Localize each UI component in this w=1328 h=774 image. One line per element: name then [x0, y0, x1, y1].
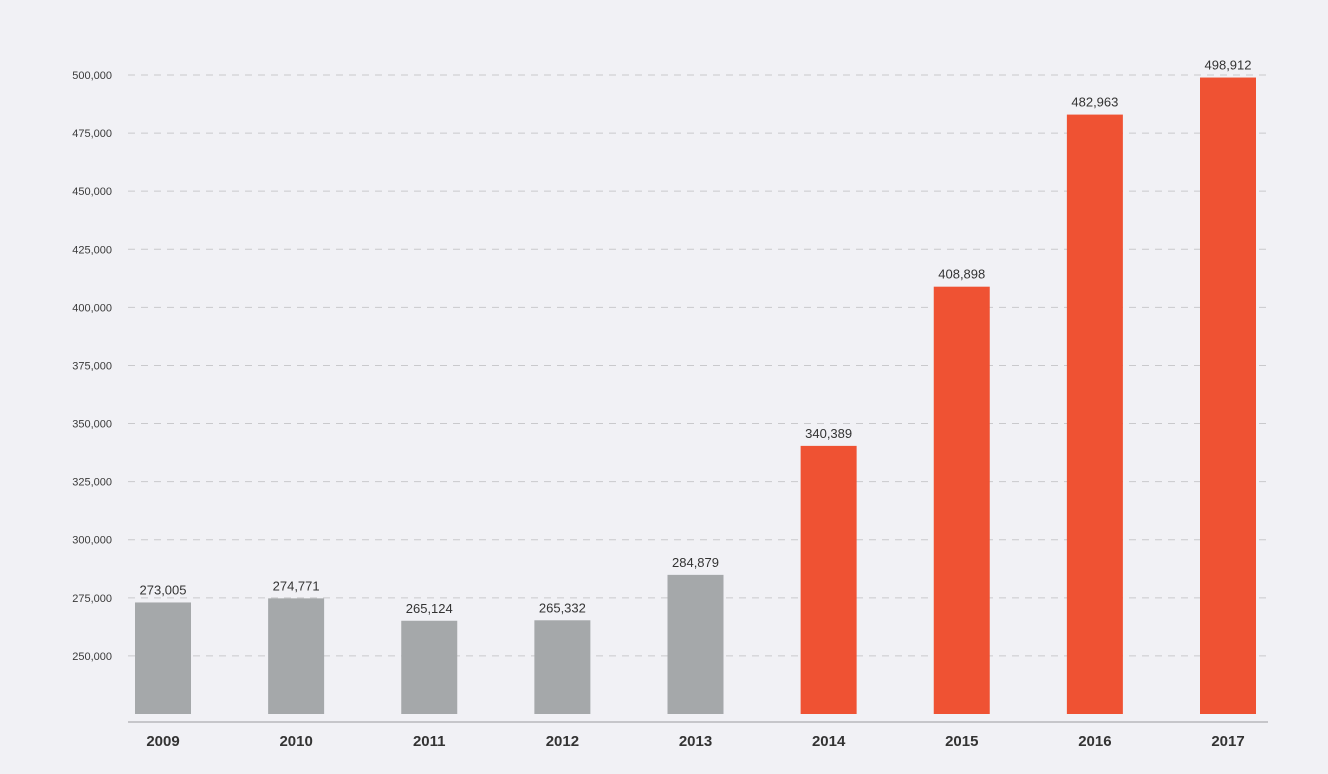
y-axis-tick-labels: 250,000 275,000 300,000 325,000 350,000 375,0… [72, 70, 112, 663]
data-label-2010: 274,771 [273, 578, 320, 593]
bar-2014 [800, 445, 857, 714]
y-tick-label: 425,000 [72, 244, 112, 256]
bar-2013 [667, 574, 724, 714]
y-tick-label: 250,000 [72, 651, 112, 663]
data-label-2014: 340,389 [805, 426, 852, 441]
data-label-2009: 273,005 [140, 582, 187, 597]
bar-2012 [534, 620, 591, 714]
x-axis: 2009 2010 2011 2012 2013 2014 2015 2016 2017 [128, 721, 1268, 750]
data-label-2015: 408,898 [938, 267, 985, 282]
y-tick-label: 475,000 [72, 128, 112, 140]
x-tick-label-2010: 2010 [279, 733, 312, 750]
x-tick-label-2013: 2013 [679, 733, 712, 750]
data-label-2013: 284,879 [672, 555, 719, 570]
bars [135, 77, 1256, 715]
x-tick-label-2014: 2014 [812, 733, 846, 750]
x-tick-label-2015: 2015 [945, 733, 978, 750]
y-tick-label: 275,000 [72, 593, 112, 605]
x-tick-label-2009: 2009 [146, 733, 179, 750]
data-label-2017: 498,912 [1205, 58, 1252, 73]
bar-2009 [135, 602, 191, 714]
bar-2011 [401, 620, 458, 714]
x-tick-label-2011: 2011 [413, 733, 446, 750]
data-labels: 273,005 274,771 265,124 265,332 284,879 340,3… [140, 58, 1252, 616]
y-tick-label: 450,000 [72, 186, 112, 198]
bar-2010 [268, 598, 325, 714]
bar-2016 [1066, 114, 1123, 715]
data-label-2016: 482,963 [1071, 95, 1118, 110]
y-tick-label: 400,000 [72, 302, 112, 314]
x-tick-label-2012: 2012 [546, 733, 579, 750]
y-tick-label: 300,000 [72, 535, 112, 547]
bar-2017 [1200, 77, 1256, 714]
x-tick-label-2016: 2016 [1078, 733, 1111, 750]
y-tick-label: 325,000 [72, 477, 112, 489]
y-tick-label: 350,000 [72, 419, 112, 431]
data-label-2011: 265,124 [406, 601, 453, 616]
y-tick-label: 500,000 [72, 70, 112, 82]
data-label-2012: 265,332 [539, 600, 586, 615]
y-tick-label: 375,000 [72, 360, 112, 372]
x-tick-label-2017: 2017 [1211, 733, 1244, 750]
bar-2015 [933, 286, 990, 714]
